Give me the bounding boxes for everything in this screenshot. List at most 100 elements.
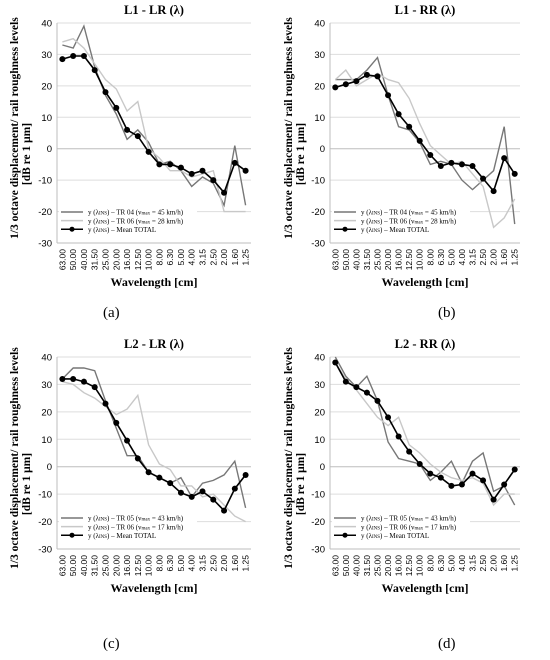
data-point [210,496,217,503]
data-point [501,155,508,162]
data-point [374,397,381,404]
x-tick-label: 63.00 [57,249,67,271]
x-tick-label: 8.00 [425,555,435,572]
x-tick-label: 5.00 [446,249,456,266]
x-axis-title: Wavelength [cm] [382,275,469,289]
data-point [363,389,370,396]
data-point [199,488,206,495]
ylabel-line2: [dB re 1 μm] [295,122,307,186]
y-tick-label: 20 [41,81,52,92]
data-point [59,56,66,63]
data-point [427,470,434,477]
legend-entry: y (λINS) – TR 04 (vmax = 45 km/h) [361,209,457,217]
x-tick-label: 2.00 [219,555,229,572]
ylabel-line2: [dB re 1 μm] [21,122,33,186]
y-tick-label: 20 [41,407,52,418]
chart-title: L1 - RR (λ) [395,3,456,17]
data-point [177,164,184,171]
y-tick-label: 40 [41,353,52,364]
y-tick-label: -20 [311,517,325,528]
data-point [427,152,434,158]
x-tick-label: 50.00 [68,555,78,577]
data-point [102,400,109,407]
x-tick-label: 31.50 [362,249,372,271]
y-tick-label: -30 [38,239,52,250]
data-point [363,71,370,78]
data-point [91,67,98,74]
series-line-2 [62,37,246,213]
data-point [113,419,120,426]
y-tick-label: 30 [314,50,325,61]
ylabel-line2: [dB re 1 μm] [295,452,307,516]
y-tick-label: 0 [320,144,325,155]
data-point [385,92,392,99]
legend-entry: y (λINS) – Mean TOTAL [88,532,156,540]
x-tick-label: 1.60 [230,555,240,572]
caption-a: (a) [103,305,120,321]
data-point [458,161,465,168]
x-tick-label: 5.00 [446,555,456,572]
x-tick-label: 20.00 [383,555,393,577]
y-tick-label: -20 [38,517,52,528]
x-tick-label: 16.00 [122,555,132,577]
data-point [210,177,217,184]
x-tick-label: 12.50 [133,249,143,271]
data-point [469,163,476,169]
data-point [124,437,131,444]
x-tick-label: 1.25 [510,555,520,572]
caption-c: (c) [103,636,120,652]
x-tick-label: 1.60 [499,249,509,266]
ylabel-panel-d: 1/3 octave displacement/ rail roughness … [283,347,307,569]
data-point [70,375,77,382]
data-point [102,89,109,96]
chart-title: L1 - LR (λ) [124,3,184,17]
x-tick-label: 2.00 [219,249,229,266]
x-tick-label: 50.00 [68,249,78,271]
series-line-3 [334,362,516,502]
data-point [242,471,249,478]
ylabel-panel-a: 1/3 octave displacement/ rail roughness … [9,17,33,239]
chart-title: L2 - LR (λ) [124,337,184,351]
series-line-2 [334,362,515,507]
x-tick-label: 31.50 [90,555,100,577]
x-axis-title: Wavelength [cm] [111,275,198,289]
x-tick-label: 63.00 [330,555,340,577]
data-point [480,175,487,182]
x-tick-label: 1.60 [499,555,509,572]
data-point [458,481,465,488]
data-point [113,104,120,111]
x-tick-label: 10.00 [415,555,425,577]
data-point [448,482,455,489]
ylabel-line1: 1/3 octave displacement/ rail roughness … [9,17,21,239]
data-point [490,188,497,195]
x-tick-label: 25.00 [101,249,111,271]
caption-d: (d) [438,636,456,652]
data-point [480,477,487,484]
x-tick-label: 31.50 [362,555,372,577]
data-point [167,161,174,168]
legend-entry: y (λINS) – Mean TOTAL [361,226,429,234]
ylabel-panel-b: 1/3 octave displacement/ rail roughness … [283,17,307,239]
data-point [124,126,131,133]
x-tick-label: 63.00 [57,555,67,577]
x-tick-label: 2.50 [208,555,218,572]
x-tick-label: 25.00 [373,249,383,271]
data-point [469,470,476,477]
data-point [385,414,392,421]
data-point [511,466,518,473]
x-tick-label: 50.00 [341,555,351,577]
data-point [448,159,455,166]
data-point [437,474,444,481]
legend-entry: y (λINS) – TR 06 (vmax = 17 km/h) [88,523,184,531]
series-line-1 [334,356,516,506]
y-tick-label: 10 [314,113,325,124]
data-point [406,448,413,455]
x-tick-label: 8.00 [154,249,164,266]
y-tick-label: 30 [314,380,325,391]
x-tick-label: 12.50 [404,555,414,577]
data-point [374,73,381,80]
legend-marker [69,532,75,538]
data-point [145,148,152,155]
data-point [395,433,402,440]
data-point [231,485,238,492]
